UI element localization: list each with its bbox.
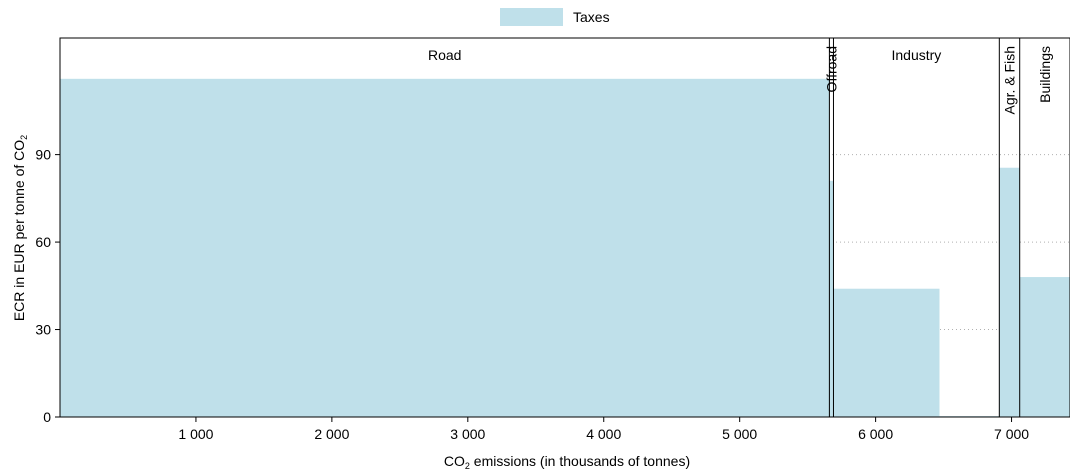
- y-axis-ticks: 0 30 60 90: [35, 147, 60, 425]
- legend-label-taxes: Taxes: [573, 9, 610, 25]
- y-tick-label: 90: [35, 147, 51, 163]
- y-tick-label: 0: [43, 409, 51, 425]
- sector-label-industry: Industry: [891, 47, 941, 63]
- sector-label-road: Road: [428, 47, 461, 63]
- sector-labels: Road Offroad Industry Agr. & Fish Buildings: [428, 46, 1053, 114]
- x-tick-label: 6 000: [858, 426, 893, 442]
- y-axis-title: ECR in EUR per tonne of CO2: [11, 135, 29, 321]
- bar-industry: [833, 288, 940, 417]
- x-tick-label: 3 000: [450, 426, 485, 442]
- bar-agr-fish: [999, 167, 1020, 417]
- x-tick-label: 5 000: [722, 426, 757, 442]
- x-tick-label: 1 000: [178, 426, 213, 442]
- y-tick-label: 30: [35, 322, 51, 338]
- bar-buildings: [1019, 277, 1070, 417]
- x-axis-ticks: 1 000 2 000 3 000 4 000 5 000 6 000 7 000: [178, 417, 1029, 442]
- bar-offroad: [829, 180, 834, 417]
- y-tick-label: 60: [35, 234, 51, 250]
- x-axis-title: CO2 emissions (in thousands of tonnes): [444, 453, 690, 471]
- sector-label-buildings: Buildings: [1037, 46, 1053, 103]
- bars: [60, 78, 1070, 418]
- sector-label-offroad: Offroad: [823, 46, 839, 92]
- legend-swatch-taxes: [500, 8, 563, 26]
- plot-frame: [59, 37, 1070, 418]
- x-tick-label: 4 000: [586, 426, 621, 442]
- bar-road: [60, 78, 830, 418]
- x-tick-label: 7 000: [994, 426, 1029, 442]
- legend: Taxes: [500, 8, 610, 26]
- sector-dividers: [828, 38, 1021, 417]
- sector-label-agr-fish: Agr. & Fish: [1002, 46, 1018, 114]
- x-tick-label: 2 000: [314, 426, 349, 442]
